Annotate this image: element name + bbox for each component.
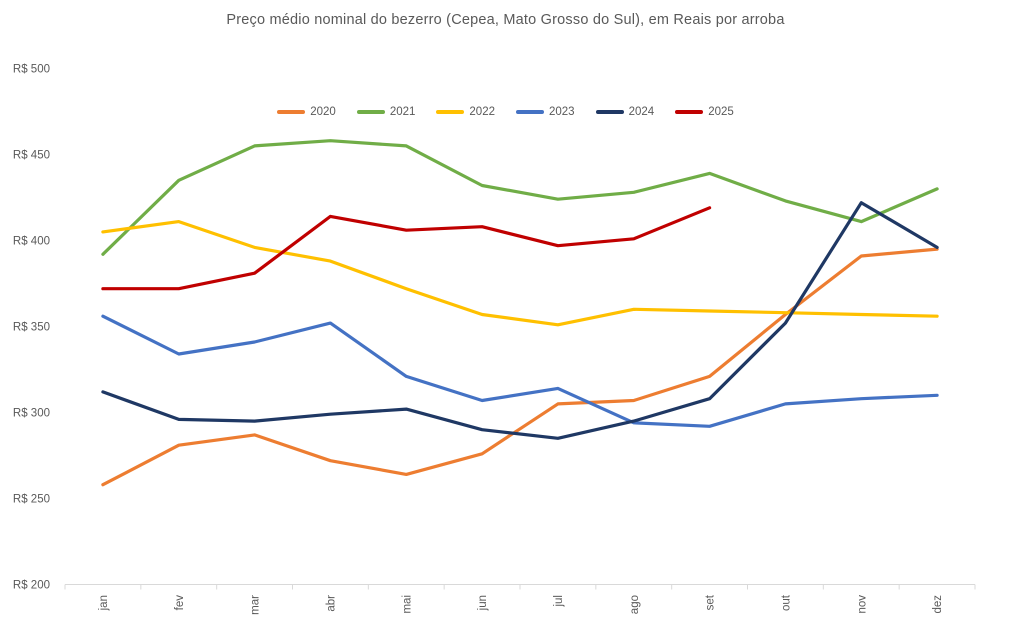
legend-label: 2025 (708, 106, 734, 118)
x-axis-label: fev (174, 595, 186, 611)
x-axis-label: set (705, 594, 717, 610)
chart-legend: 2020 2021 2022 2023 2024 2025 (0, 106, 1011, 118)
legend-label: 2023 (549, 106, 575, 118)
series-line-2025 (101, 206, 712, 291)
legend-item-2023: 2023 (516, 106, 575, 118)
y-axis-label: R$ 200 (13, 580, 50, 592)
x-axis-label: jun (477, 595, 489, 611)
y-axis-label: R$ 400 (13, 236, 50, 248)
x-axis-label: out (780, 594, 792, 611)
legend-item-2020: 2020 (277, 106, 336, 118)
x-axis-label: dez (932, 595, 944, 614)
y-axis-label: R$ 350 (13, 322, 50, 334)
y-axis-label: R$ 250 (13, 494, 50, 506)
legend-label: 2022 (469, 106, 495, 118)
legend-swatch-2024 (595, 110, 624, 114)
legend-swatch-2020 (277, 110, 306, 114)
legend-label: 2021 (389, 106, 416, 118)
legend-swatch-2023 (516, 110, 544, 114)
x-axis-label: jan (98, 595, 110, 611)
series-line-2020 (101, 247, 939, 487)
x-axis-label: abr (325, 595, 337, 612)
series-line-2024 (101, 201, 939, 440)
x-axis-label: jul (553, 595, 565, 608)
series-line-2023 (101, 314, 939, 428)
chart-title: Preço médio nominal do bezerro (Cepea, M… (226, 12, 785, 28)
legend-label: 2020 (310, 106, 336, 118)
legend-swatch-2022 (436, 110, 465, 114)
legend-item-2021: 2021 (356, 106, 416, 118)
y-axis-label: R$ 300 (13, 408, 50, 420)
x-axis-label: mar (250, 595, 262, 615)
series-line-2022 (101, 220, 939, 327)
legend-swatch-2025 (675, 110, 704, 114)
legend-item-2022: 2022 (436, 106, 495, 118)
y-axis-label: R$ 500 (13, 64, 50, 76)
legend-label: 2024 (628, 106, 655, 118)
x-axis-label: mai (401, 595, 413, 614)
legend-item-2025: 2025 (675, 106, 734, 118)
legend-swatch-2021 (356, 110, 385, 114)
x-axis-label: ago (629, 595, 641, 614)
x-axis-label: nov (856, 595, 868, 614)
legend-item-2024: 2024 (595, 106, 655, 118)
series-line-2021 (101, 139, 939, 256)
y-axis-label: R$ 450 (13, 150, 50, 162)
